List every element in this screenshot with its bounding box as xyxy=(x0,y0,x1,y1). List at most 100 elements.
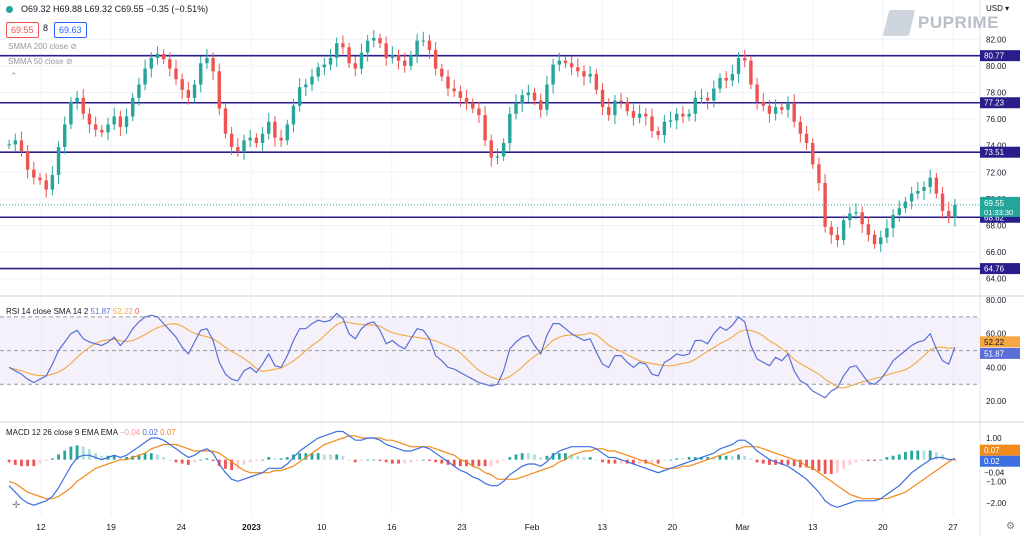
macd-histogram-bar xyxy=(415,459,419,461)
price-badge-label: 80.77 xyxy=(984,52,1005,61)
macd-histogram-bar xyxy=(768,459,771,465)
macd-histogram-bar xyxy=(384,459,388,463)
candle-body xyxy=(761,101,765,106)
candle-body xyxy=(947,210,951,218)
status-dot-icon xyxy=(6,5,13,13)
macd-histogram-bar xyxy=(811,459,815,471)
candle-body xyxy=(378,37,382,44)
candle-body xyxy=(607,107,611,116)
candle-body xyxy=(285,124,289,141)
rsi-tick-label: 20.00 xyxy=(986,397,1007,406)
macd-histogram-bar xyxy=(836,459,839,473)
macd-histogram-bar xyxy=(397,459,400,464)
macd-histogram-bar xyxy=(100,455,104,460)
macd-histogram-bar xyxy=(162,457,166,460)
rsi-line xyxy=(8,312,956,399)
macd-histogram-bar xyxy=(230,459,234,471)
candle-body xyxy=(637,113,642,118)
macd-histogram-bar xyxy=(910,450,914,460)
macd-legend-value: 0.02 xyxy=(142,428,158,437)
smma50-legend[interactable]: SMMA 50 close ⊘ xyxy=(8,57,73,66)
macd-histogram-bar xyxy=(156,454,159,460)
smma50-label: SMMA 50 close xyxy=(8,57,64,66)
time-tick-label: 27 xyxy=(948,522,958,532)
macd-histogram-bar xyxy=(842,459,846,469)
macd-histogram-bar xyxy=(496,459,499,464)
sell-price-button[interactable]: 69.55 xyxy=(6,22,39,38)
price-tick-label: 80.00 xyxy=(986,62,1007,71)
smma200-legend[interactable]: SMMA 200 close ⊘ xyxy=(8,42,77,51)
price-badge xyxy=(980,347,1020,359)
candle-body xyxy=(953,204,957,218)
price-badge xyxy=(980,50,1020,62)
macd-histogram-bar xyxy=(428,459,431,461)
candle-body xyxy=(551,64,555,85)
add-indicator-icon[interactable]: ✛ xyxy=(12,500,21,511)
price-badge xyxy=(980,263,1020,275)
macd-histogram-bar xyxy=(347,459,351,461)
candle-body xyxy=(180,79,184,90)
candle-body xyxy=(576,67,580,72)
candle-body xyxy=(93,124,98,130)
rsi-tick-label: 60.00 xyxy=(986,330,1007,339)
candle-body xyxy=(192,84,197,98)
candle-body xyxy=(174,68,178,80)
eye-off-icon[interactable]: ⊘ xyxy=(70,42,77,51)
candle-body xyxy=(780,107,784,110)
collapse-chevron-icon[interactable]: ⌃ xyxy=(10,71,18,81)
candle-body xyxy=(217,71,221,109)
candle-body xyxy=(662,121,667,136)
candle-body xyxy=(384,43,388,58)
eye-off-icon[interactable]: ⊘ xyxy=(65,57,73,66)
candle-body xyxy=(137,84,141,98)
macd-histogram-bar xyxy=(211,459,215,461)
candle-body xyxy=(594,73,599,90)
price-badge-label: 0.02 xyxy=(984,457,1000,466)
candle-body xyxy=(909,193,914,202)
candle-body xyxy=(304,84,308,88)
macd-histogram-bar xyxy=(341,455,345,460)
candle-body xyxy=(644,113,648,117)
macd-histogram-bar xyxy=(873,459,876,461)
macd-histogram-bar xyxy=(706,457,710,460)
price-badge-label: 52.22 xyxy=(984,338,1005,347)
macd-histogram-bar xyxy=(594,459,598,461)
candle-body xyxy=(928,177,932,187)
candle-body xyxy=(464,97,469,104)
candle-body xyxy=(50,174,55,190)
candle-body xyxy=(186,89,191,98)
macd-histogram-bar xyxy=(545,455,549,460)
macd-tick-label: 1.00 xyxy=(986,434,1002,443)
price-badge-label: 68.62 xyxy=(984,213,1005,222)
macd-histogram-bar xyxy=(298,453,302,460)
ohlc-values: O69.32 H69.88 L69.32 C69.55 −0.35 (−0.51… xyxy=(21,4,209,14)
rsi-sma-legend-value: 52.22 xyxy=(112,307,133,316)
macd-histogram-bar xyxy=(700,457,703,460)
macd-tick-label: −1.00 xyxy=(986,477,1007,486)
candle-body xyxy=(316,67,320,77)
macd-histogram-bar xyxy=(44,459,48,461)
settings-gear-icon[interactable]: ⚙ xyxy=(1006,521,1015,532)
price-axis[interactable]: 64.0066.0068.0070.0072.0074.0076.0078.00… xyxy=(986,35,1007,508)
candle-body xyxy=(532,92,537,101)
currency-label[interactable]: USD ▾ xyxy=(986,4,1010,13)
macd-histogram-bar xyxy=(730,455,734,460)
buy-price-button[interactable]: 69.63 xyxy=(54,22,87,38)
candle-body xyxy=(631,111,636,118)
candle-body xyxy=(427,40,432,50)
time-tick-label: 23 xyxy=(457,522,467,532)
candle-body xyxy=(100,129,104,133)
candle-body xyxy=(724,77,728,81)
time-axis[interactable]: 12 19 24 2023 10 16 23 Feb 13 20 Mar 13 20 27 xyxy=(36,522,958,532)
macd-histogram-bar xyxy=(94,453,98,460)
price-tick-label: 74.00 xyxy=(986,142,1007,151)
macd-histogram-bar xyxy=(798,459,802,468)
candle-body xyxy=(63,124,67,148)
candle-body xyxy=(223,108,228,134)
time-tick-label: 12 xyxy=(36,522,46,532)
candle-body xyxy=(25,151,30,170)
candle-body xyxy=(199,63,203,85)
candle-body xyxy=(916,190,920,194)
time-tick-label: 20 xyxy=(668,522,678,532)
